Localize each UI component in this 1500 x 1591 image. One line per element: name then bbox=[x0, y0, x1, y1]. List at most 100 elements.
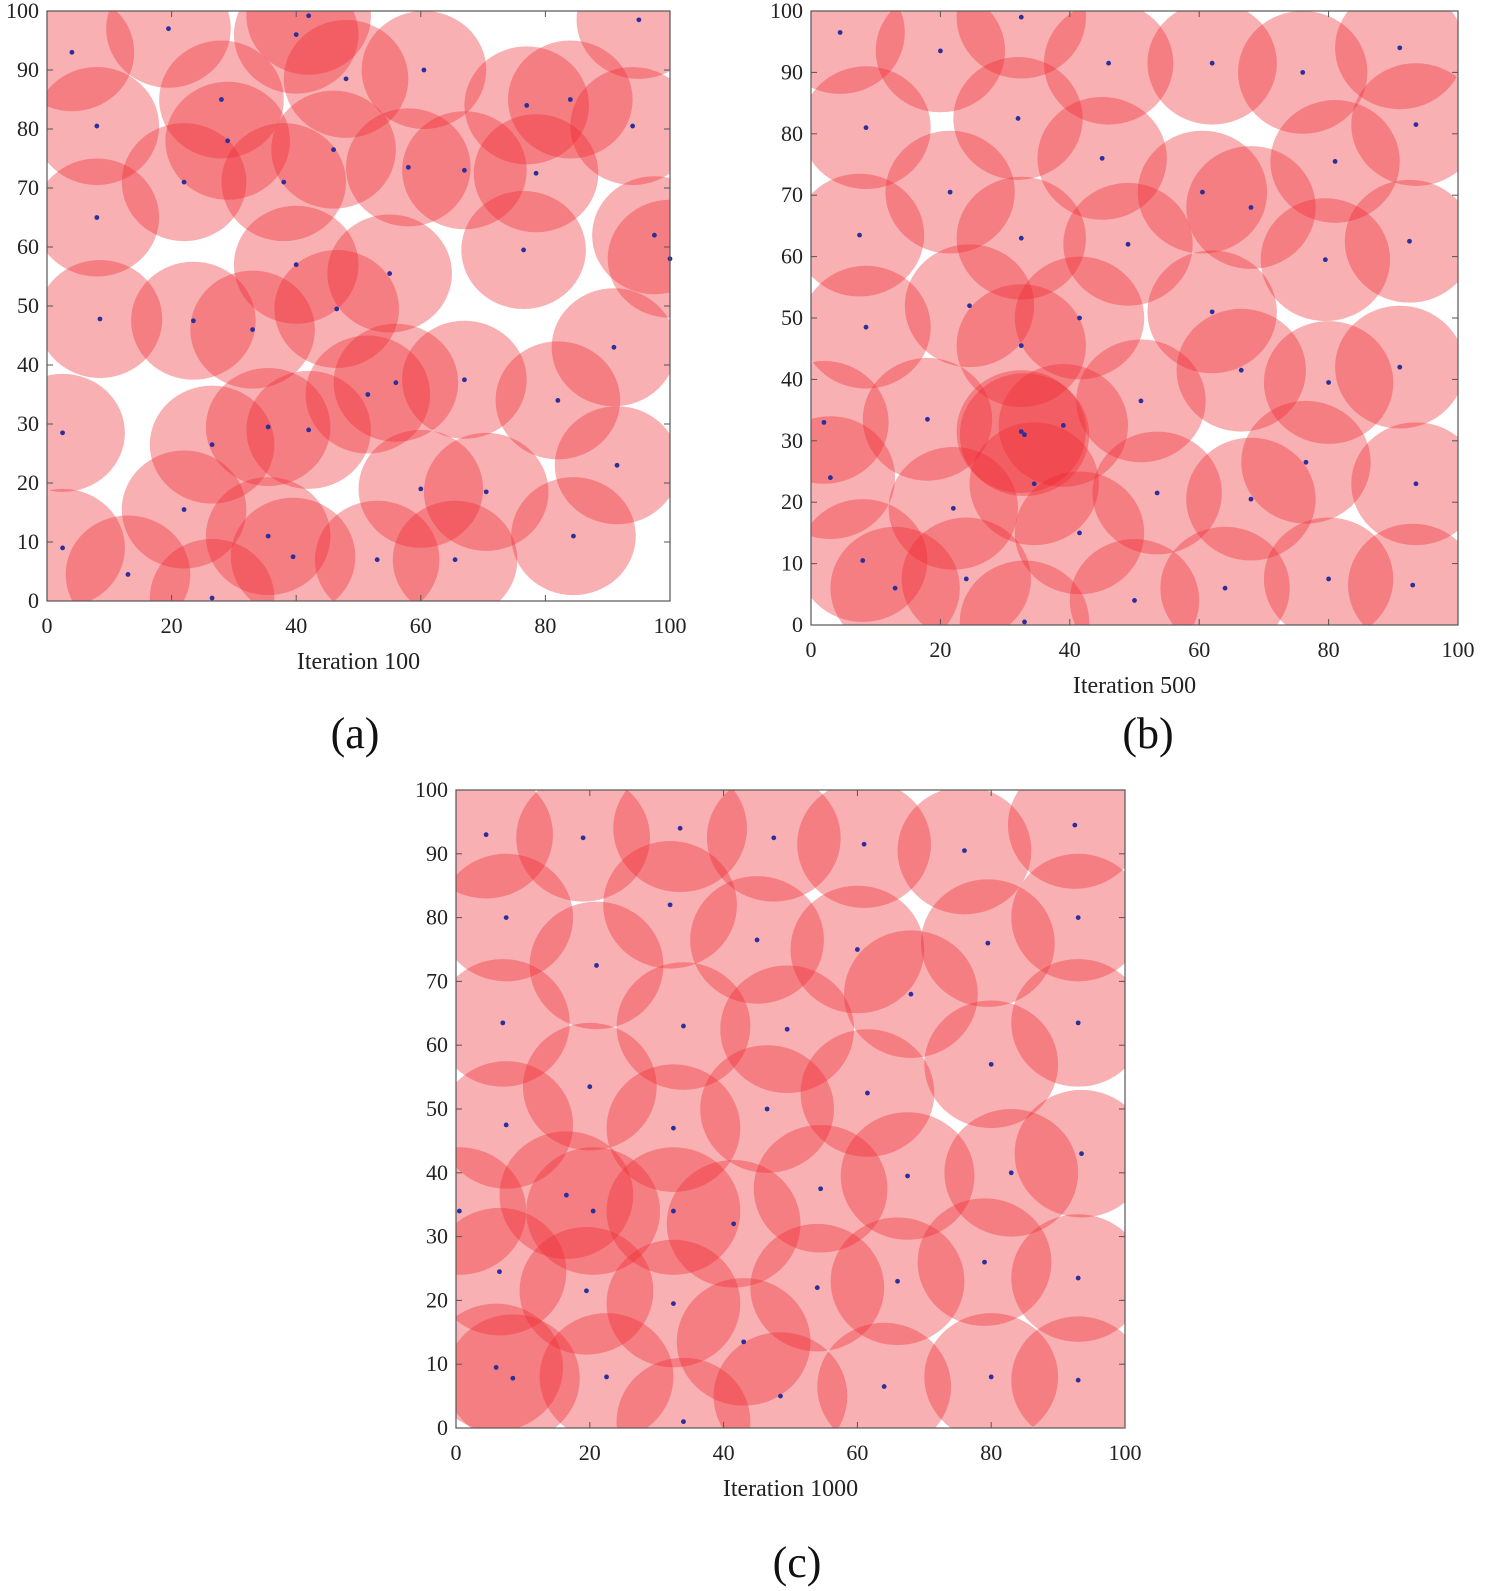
panel-b: 0 20 40 60 80 100 0 10 20 30 40 50 60 70 80 90 100 Iterat… bbox=[760, 0, 1500, 700]
sensor-point-c-27 bbox=[1008, 1170, 1014, 1176]
sensor-point-c-24 bbox=[671, 1125, 676, 1131]
coverage-disc-c-4 bbox=[706, 790, 841, 902]
sensor-point-a-48 bbox=[452, 557, 458, 563]
sensor-point-b-6 bbox=[1300, 70, 1306, 75]
y-tick-label: 90 bbox=[17, 57, 39, 82]
sensor-point-b-48 bbox=[1326, 576, 1331, 582]
coverage-disc-c-45 bbox=[539, 1313, 674, 1428]
sensor-point-a-11 bbox=[524, 103, 530, 108]
sensor-point-c-38 bbox=[814, 1285, 820, 1291]
coverage-disc-b-29 bbox=[811, 360, 889, 484]
coverage-disc-c-23 bbox=[456, 1061, 574, 1189]
sensor-point-b-10 bbox=[1099, 155, 1105, 161]
sensor-point-c-15 bbox=[908, 991, 914, 997]
y-tick-label: 30 bbox=[17, 411, 39, 436]
coverage-disc-b-44 bbox=[830, 526, 960, 625]
sensor-point-a-2 bbox=[166, 26, 171, 32]
coverage-disc-b-49 bbox=[1348, 523, 1458, 625]
coverage-disc-c-5 bbox=[797, 790, 931, 909]
sensor-point-b-28 bbox=[1397, 364, 1403, 370]
y-tick-label: 70 bbox=[426, 968, 448, 993]
x-tick-label: 80 bbox=[534, 613, 556, 638]
sensor-point-a-40 bbox=[483, 489, 489, 495]
y-tick-label: 80 bbox=[781, 121, 803, 146]
x-tick-label: 100 bbox=[1109, 1440, 1142, 1465]
coverage-disc-c-16 bbox=[456, 959, 570, 1087]
x-tick-label: 0 bbox=[806, 637, 817, 662]
sensor-point-c-20 bbox=[1075, 1020, 1081, 1026]
sensor-point-b-22 bbox=[967, 303, 972, 309]
y-tick-label: 60 bbox=[781, 244, 803, 269]
y-tick-label: 70 bbox=[781, 182, 803, 207]
sensor-point-a-22 bbox=[387, 271, 393, 276]
sensor-point-c-47 bbox=[881, 1384, 887, 1389]
sensor-point-c-2 bbox=[580, 835, 586, 841]
sensor-point-c-8 bbox=[503, 915, 509, 920]
sensor-point-b-7 bbox=[1397, 45, 1403, 51]
sensor-point-b-3 bbox=[1018, 14, 1024, 20]
sensor-point-a-47 bbox=[374, 557, 380, 563]
sensor-point-b-8 bbox=[863, 125, 869, 131]
sensor-point-a-38 bbox=[306, 427, 312, 433]
sensor-point-b-15 bbox=[1248, 205, 1254, 210]
sensor-point-a-10 bbox=[343, 76, 349, 82]
sensor-point-b-32 bbox=[1022, 432, 1027, 438]
sensor-point-a-1 bbox=[69, 49, 75, 55]
sensor-point-c-17 bbox=[681, 1023, 686, 1029]
sensor-point-c-49 bbox=[1075, 1377, 1081, 1383]
y-tick-label: 10 bbox=[426, 1351, 448, 1376]
sensor-point-c-43 bbox=[493, 1364, 499, 1370]
sensor-point-c-9 bbox=[667, 902, 673, 908]
sensor-point-b-49 bbox=[1410, 582, 1416, 588]
sensor-point-a-42 bbox=[181, 507, 187, 512]
sensor-point-c-13 bbox=[1075, 915, 1081, 920]
y-tick-label: 10 bbox=[17, 529, 39, 554]
sensor-point-c-34 bbox=[818, 1186, 824, 1192]
sensor-point-c-4 bbox=[771, 835, 777, 841]
sensor-point-b-50 bbox=[1022, 619, 1027, 625]
coverage-disc-a-13 bbox=[570, 67, 670, 186]
coverage-disc-c-29 bbox=[456, 1147, 527, 1275]
sensor-point-b-37 bbox=[1031, 481, 1037, 487]
coverage-disc-a-24 bbox=[592, 176, 670, 295]
y-tick-label: 80 bbox=[426, 905, 448, 930]
coverage-disc-b-45 bbox=[901, 517, 1031, 625]
x-axis-title: Iteration 100 bbox=[297, 649, 420, 675]
sensor-point-c-26 bbox=[905, 1173, 910, 1179]
coverage-disc-b-47 bbox=[1160, 526, 1290, 625]
x-axis-title: Iteration 500 bbox=[1073, 673, 1196, 699]
coverage-disc-b-50 bbox=[959, 560, 1090, 625]
coverage-disc-c-1 bbox=[456, 790, 553, 899]
sensor-point-c-6 bbox=[962, 848, 967, 854]
sensor-point-b-44 bbox=[892, 585, 898, 591]
sensor-point-a-9 bbox=[225, 138, 231, 144]
y-tick-label: 20 bbox=[781, 489, 803, 514]
coverage-disc-b-16 bbox=[811, 173, 925, 297]
panel-c: 0 20 40 60 80 100 0 10 20 30 40 50 60 70 80 90 100 Iterat… bbox=[390, 770, 1180, 1510]
panel-label-c: (c) bbox=[772, 1538, 822, 1587]
sensor-point-c-36 bbox=[584, 1288, 589, 1294]
x-tick-label: 60 bbox=[1188, 637, 1210, 662]
y-tick-label: 50 bbox=[17, 293, 39, 318]
coverage-disc-a-43 bbox=[47, 488, 125, 601]
sensor-point-a-5 bbox=[421, 67, 427, 73]
x-tick-label: 80 bbox=[1318, 637, 1340, 662]
coverage-disc-a-1 bbox=[47, 11, 135, 112]
sensor-point-a-7 bbox=[94, 123, 100, 129]
chart-a-plot: 0 20 40 60 80 100 0 10 20 30 40 50 60 70 80 90 100 Iterat… bbox=[6, 0, 687, 675]
sensor-point-a-41 bbox=[614, 462, 620, 468]
coverage-disc-b-4 bbox=[1043, 11, 1174, 125]
coverage-disc-c-41 bbox=[1011, 1214, 1125, 1342]
x-tick-label: 40 bbox=[285, 613, 307, 638]
y-tick-label: 80 bbox=[17, 116, 39, 141]
sensor-point-c-44 bbox=[510, 1375, 516, 1381]
sensor-point-b-42 bbox=[1077, 530, 1082, 536]
sensor-point-a-3 bbox=[293, 32, 299, 37]
sensor-point-c-10 bbox=[754, 937, 760, 943]
sensor-point-b-17 bbox=[1018, 235, 1024, 241]
sensor-point-b-12 bbox=[1413, 122, 1419, 127]
x-tick-label: 0 bbox=[451, 1440, 462, 1465]
y-tick-label: 70 bbox=[17, 175, 39, 200]
sensor-point-c-19 bbox=[988, 1061, 994, 1067]
sensor-layer bbox=[821, 14, 1419, 625]
